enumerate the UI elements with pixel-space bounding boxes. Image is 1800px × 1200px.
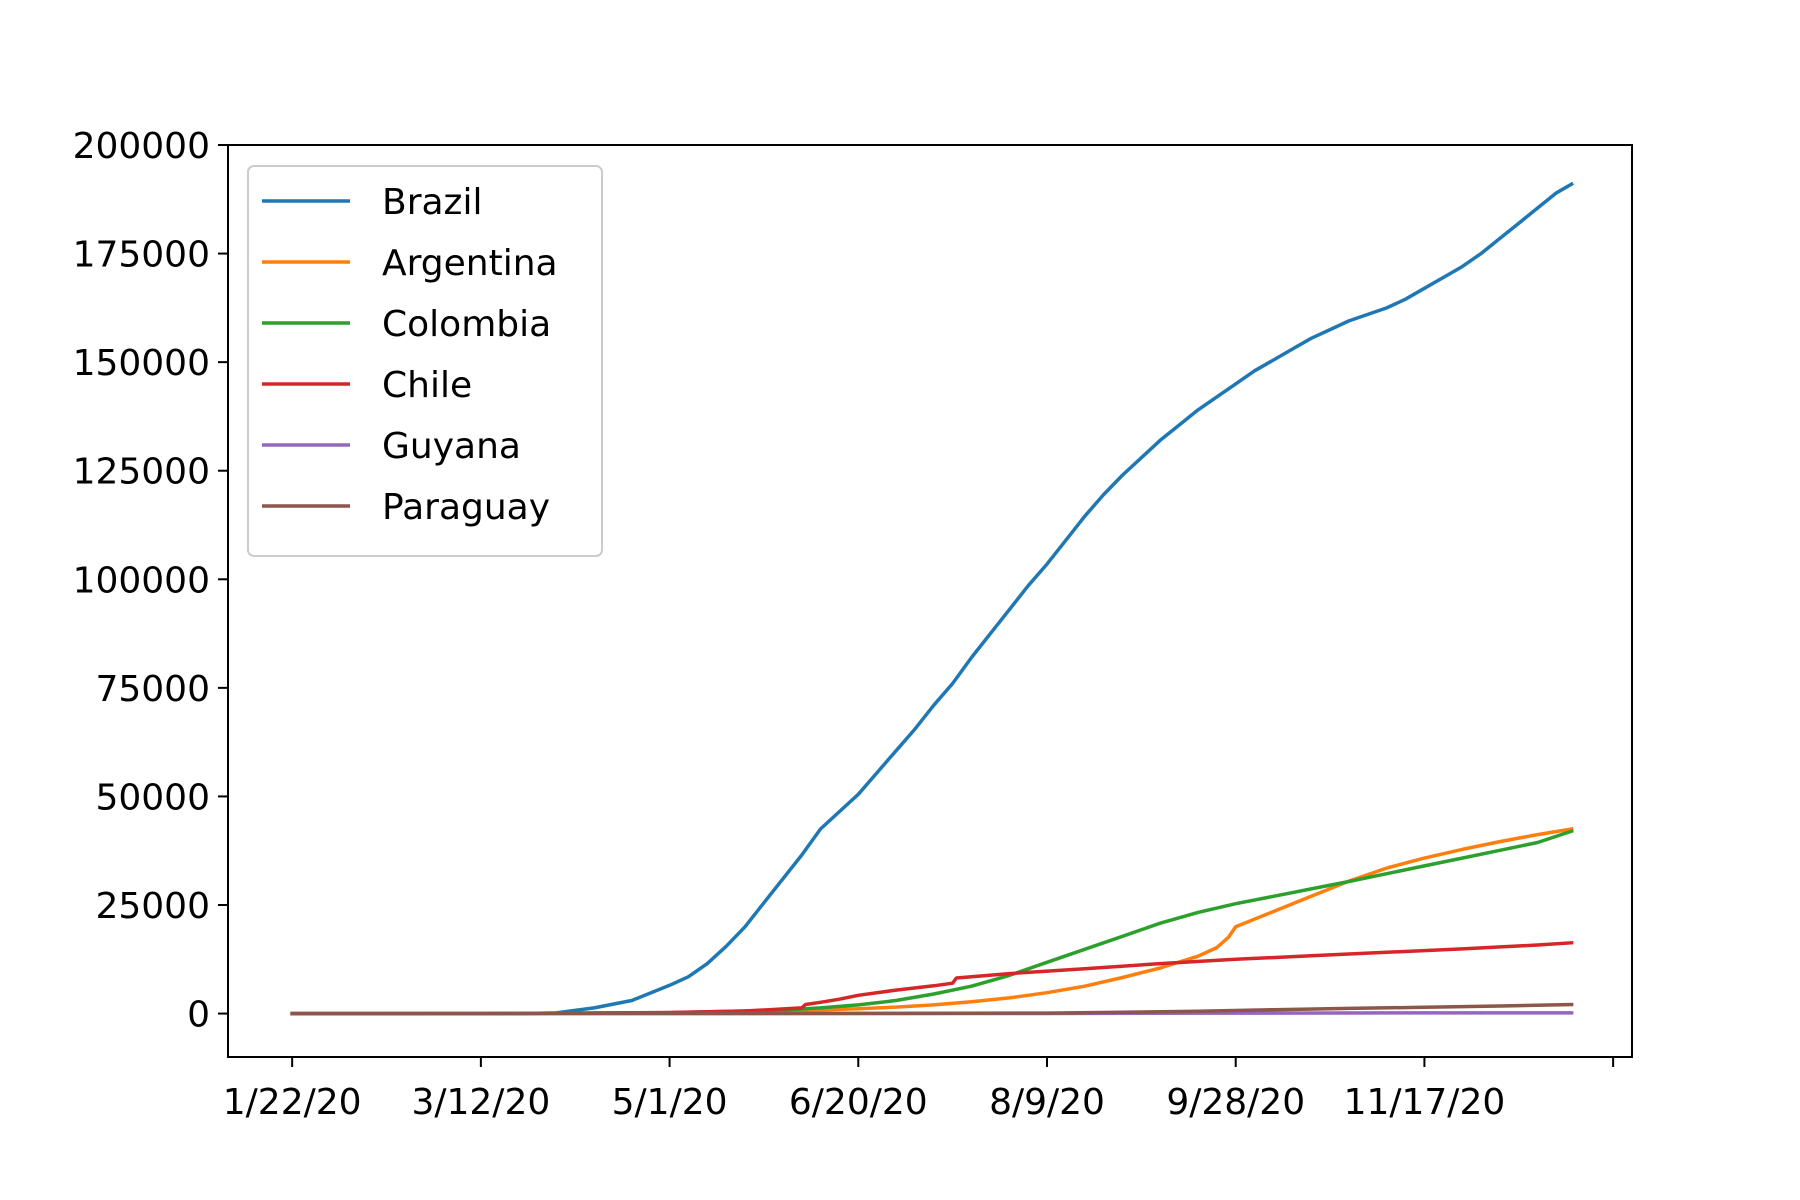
y-tick-label: 0 [187, 995, 210, 1036]
x-tick-label: 3/12/20 [411, 1082, 550, 1123]
y-tick-label: 175000 [73, 235, 210, 276]
x-axis: 1/22/20 3/12/20 5/1/20 6/20/20 8/9/20 9/28/20… [223, 1057, 1613, 1123]
x-tick-label: 11/17/20 [1344, 1082, 1506, 1123]
y-tick-label: 50000 [95, 777, 210, 818]
legend: Brazil Argentina Colombia Chile Guyana Paragu… [248, 166, 602, 556]
y-tick-label: 200000 [73, 126, 210, 167]
x-tick-label: 8/9/20 [989, 1082, 1105, 1123]
legend-label-guyana: Guyana [382, 426, 521, 467]
legend-label-paraguay: Paraguay [382, 487, 550, 528]
x-tick-label: 5/1/20 [612, 1082, 728, 1123]
legend-label-argentina: Argentina [382, 243, 558, 284]
y-tick-label: 150000 [73, 343, 210, 384]
y-tick-label: 25000 [95, 886, 210, 927]
y-axis: 0 25000 50000 75000 100000 125000 150000 175000… [73, 126, 228, 1036]
x-tick-label: 9/28/20 [1166, 1082, 1305, 1123]
x-tick-label: 1/22/20 [223, 1082, 362, 1123]
y-tick-label: 100000 [73, 560, 210, 601]
x-tick-label: 6/20/20 [789, 1082, 928, 1123]
series-line-chile [292, 943, 1571, 1014]
legend-label-chile: Chile [382, 365, 472, 406]
y-tick-label: 75000 [95, 669, 210, 710]
legend-label-brazil: Brazil [382, 182, 482, 223]
legend-label-colombia: Colombia [382, 304, 551, 345]
y-tick-label: 125000 [73, 452, 210, 493]
